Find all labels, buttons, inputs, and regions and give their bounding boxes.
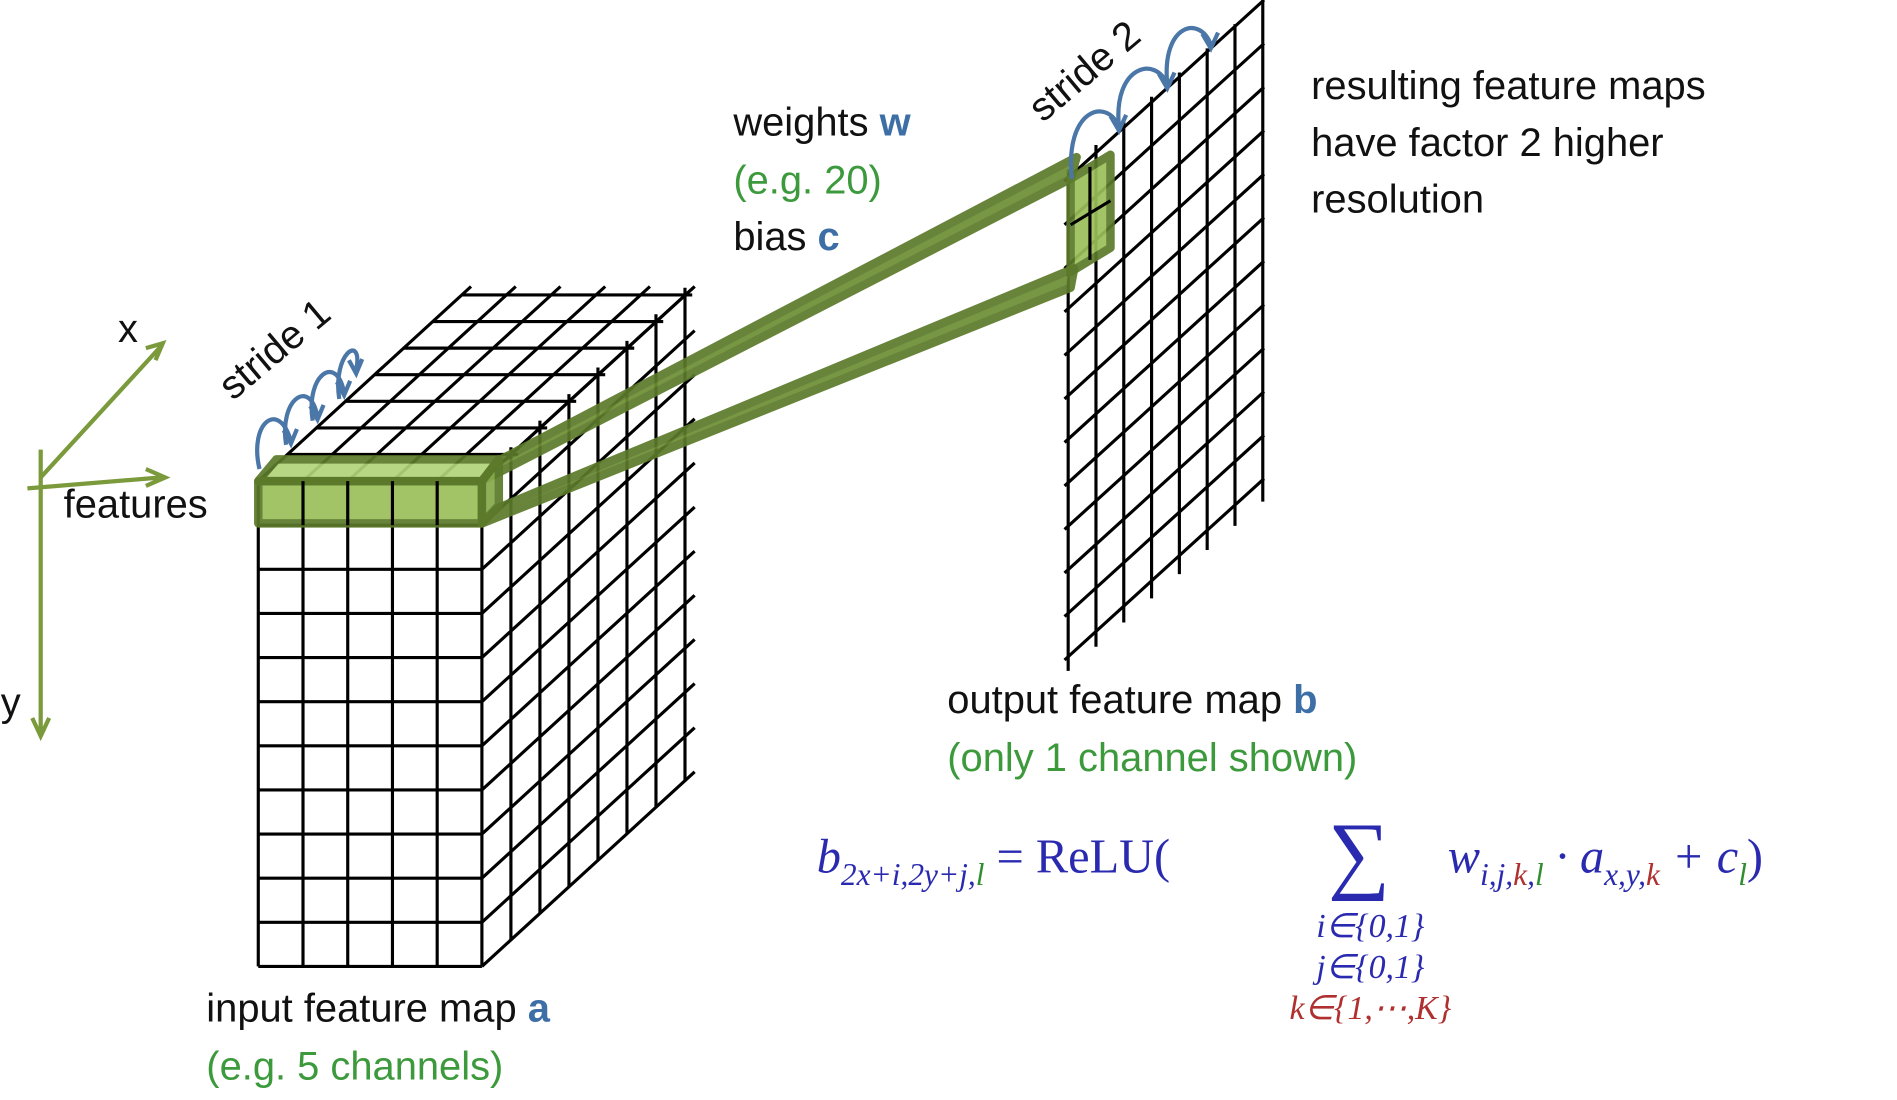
grid-line	[1063, 434, 1266, 618]
grid-line	[391, 285, 607, 483]
formula-limit: k∈{1,⋯,K}	[1289, 990, 1451, 1027]
output-label: output feature map b	[947, 678, 1317, 722]
grid-line	[1063, 129, 1266, 314]
grid-line	[1069, 199, 1112, 227]
formula-sum: ∑	[1328, 804, 1390, 901]
result-line: resulting feature maps	[1311, 64, 1706, 108]
grids	[254, 0, 1266, 968]
formula-part: )	[1747, 831, 1763, 884]
x-axis-arrow	[39, 340, 167, 479]
result-line: resolution	[1311, 178, 1484, 222]
grid-line	[1063, 346, 1266, 531]
output-text: output feature map	[947, 678, 1293, 722]
output-symbol: b	[1293, 678, 1317, 722]
axes	[27, 340, 171, 742]
x-axis-label: x	[118, 307, 138, 351]
formula-part: k	[1646, 857, 1661, 892]
grid-line	[301, 285, 517, 483]
weights-symbol: w	[879, 100, 912, 144]
bias-label: bias c	[733, 215, 839, 259]
formula-part: k	[1513, 857, 1528, 892]
grid-line	[480, 726, 696, 924]
grid-line	[1063, 477, 1266, 662]
input-symbol: a	[528, 986, 551, 1030]
input-label: input feature map a	[206, 986, 550, 1030]
grid-line	[480, 770, 696, 968]
grid-line	[480, 682, 696, 880]
grid-line	[257, 285, 473, 483]
grid-line	[480, 461, 696, 659]
features-axis-arrow	[27, 467, 171, 491]
formula-part: · a	[1544, 831, 1604, 884]
formula-part: + c	[1660, 831, 1738, 884]
formula-part: x,y,	[1603, 857, 1646, 892]
grid-line	[1063, 172, 1266, 357]
stride-2-label: stride 2	[1020, 12, 1148, 130]
highlight	[477, 455, 504, 528]
formula-right: wi,j,k,l · ax,y,k + cl)	[1448, 831, 1763, 892]
formula-limit: j∈{0,1}	[1312, 949, 1425, 986]
formula-part: w	[1448, 831, 1480, 884]
grid-line	[1063, 259, 1266, 444]
y-axis-label: y	[1, 681, 21, 725]
formula-part: l	[1535, 857, 1544, 892]
grid-line	[480, 638, 696, 836]
grid-line	[1063, 390, 1266, 575]
highlight	[477, 264, 1079, 528]
result-line: have factor 2 higher	[1311, 121, 1663, 165]
input-note: (e.g. 5 channels)	[206, 1044, 503, 1088]
weights-label: weights w	[732, 100, 911, 144]
output-note: (only 1 channel shown)	[947, 736, 1357, 780]
grid-line	[1063, 0, 1266, 183]
bias-symbol: c	[818, 215, 840, 259]
weights-text: weights	[732, 100, 879, 144]
weights-note: (e.g. 20)	[733, 158, 881, 202]
formula-part: l	[1738, 857, 1747, 892]
stride-arcs	[255, 26, 1220, 470]
formula-part: 2x+i,2y+j,	[841, 857, 976, 892]
bias-text: bias	[733, 215, 817, 259]
grid-line	[480, 505, 696, 703]
grid-line	[1063, 216, 1266, 401]
formula-limit: i∈{0,1}	[1316, 908, 1425, 945]
formula-left: b2x+i,2y+j,l = ReLU(	[817, 831, 1170, 892]
formula-part: b	[817, 831, 841, 884]
grid-line	[480, 594, 696, 792]
grid-line	[346, 285, 562, 483]
grid-line	[436, 285, 651, 483]
formula-part: l	[976, 857, 985, 892]
stride-1-label: stride 1	[210, 290, 338, 408]
formula-part: = ReLU(	[984, 831, 1170, 884]
formula-part: ,	[1527, 857, 1535, 892]
input-text: input feature map	[206, 986, 527, 1030]
formula-part: i,j,	[1480, 857, 1513, 892]
features-label: features	[64, 482, 208, 526]
grid-line	[1063, 303, 1266, 488]
highlight	[254, 455, 504, 486]
y-axis-arrow	[30, 449, 52, 742]
grid-line	[480, 550, 696, 747]
highlight	[254, 476, 487, 528]
